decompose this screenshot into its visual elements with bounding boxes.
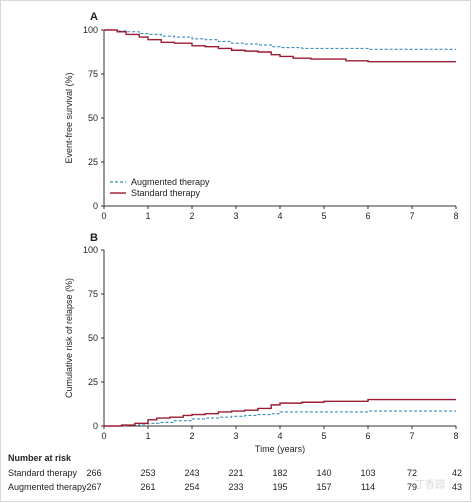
risk-value: 221 <box>228 468 243 478</box>
risk-row-standard-label: Standard therapy <box>8 468 78 478</box>
y-tick-label: 75 <box>88 289 98 299</box>
panel-a-curves <box>104 29 456 63</box>
y-tick-label: 50 <box>88 333 98 343</box>
x-tick-label: 2 <box>189 431 194 441</box>
panel-a-letter: A <box>90 11 98 23</box>
panel-b-curves <box>104 398 456 427</box>
y-tick-label: 100 <box>83 245 98 255</box>
y-tick-label: 100 <box>83 25 98 35</box>
x-tick-label: 3 <box>233 431 238 441</box>
x-tick-label: 0 <box>101 211 106 221</box>
y-tick-label: 0 <box>93 421 98 431</box>
number-at-risk-table: Number at risk Standard therapy Augmente… <box>8 453 462 492</box>
x-tick-label: 6 <box>365 211 370 221</box>
x-tick-label: 4 <box>277 431 282 441</box>
risk-value: 195 <box>272 482 287 492</box>
risk-value: 79 <box>407 482 417 492</box>
x-tick-label: 7 <box>409 431 414 441</box>
x-tick-label: 5 <box>321 431 326 441</box>
augmented-therapy-curve <box>104 29 456 50</box>
legend-standard-label: Standard therapy <box>131 188 201 198</box>
risk-value: 43 <box>452 482 462 492</box>
risk-value: 261 <box>140 482 155 492</box>
risk-value: 42 <box>452 468 462 478</box>
x-tick-label: 6 <box>365 431 370 441</box>
risk-row-augmented-label: Augmented therapy <box>8 482 87 492</box>
number-at-risk-heading: Number at risk <box>8 453 72 463</box>
standard-therapy-curve <box>104 29 456 63</box>
x-tick-label: 8 <box>453 431 458 441</box>
risk-value: 182 <box>272 468 287 478</box>
risk-value: 233 <box>228 482 243 492</box>
risk-values: 266 253 243 221 182 140 103 72 42 267 261 254 233 195… <box>86 468 462 492</box>
x-tick-label: 3 <box>233 211 238 221</box>
x-tick-label: 5 <box>321 211 326 221</box>
risk-value: 72 <box>407 468 417 478</box>
panel-a-axes: 0 25 50 75 100 0 1 2 3 4 5 6 7 8 <box>83 25 459 221</box>
panel-b-ylabel: Cumulative risk of relapse (%) <box>64 278 74 398</box>
risk-value: 243 <box>184 468 199 478</box>
x-tick-label: 0 <box>101 431 106 441</box>
y-tick-label: 25 <box>88 377 98 387</box>
watermark: 丁香园 <box>415 479 445 491</box>
x-tick-label: 1 <box>145 431 150 441</box>
x-tick-label: 1 <box>145 211 150 221</box>
panel-b-letter: B <box>90 232 98 244</box>
y-tick-label: 50 <box>88 113 98 123</box>
x-tick-label: 2 <box>189 211 194 221</box>
x-tick-label: 4 <box>277 211 282 221</box>
risk-value: 253 <box>140 468 155 478</box>
risk-value: 266 <box>86 468 101 478</box>
panel-b: B Cumulative risk of relapse (%) 0255075… <box>64 232 459 454</box>
panel-b-axes: 0 25 50 75 100 0 1 2 3 4 5 6 7 8 <box>83 245 459 441</box>
legend: Augmented therapy Standard therapy <box>110 177 210 198</box>
y-tick-label: 75 <box>88 69 98 79</box>
panel-b-xlabel: Time (years) <box>255 444 305 454</box>
standard-therapy-curve <box>104 398 456 427</box>
risk-value: 114 <box>361 482 375 492</box>
x-tick-label: 8 <box>453 211 458 221</box>
x-tick-label: 7 <box>409 211 414 221</box>
y-tick-label: 25 <box>88 157 98 167</box>
y-tick-label: 0 <box>93 201 98 211</box>
risk-value: 254 <box>184 482 199 492</box>
risk-value: 267 <box>86 482 101 492</box>
legend-augmented-label: Augmented therapy <box>131 177 210 187</box>
risk-value: 157 <box>316 482 331 492</box>
risk-value: 103 <box>360 468 375 478</box>
panel-a-ylabel: Event-free survival (%) <box>64 72 74 163</box>
risk-value: 140 <box>316 468 331 478</box>
